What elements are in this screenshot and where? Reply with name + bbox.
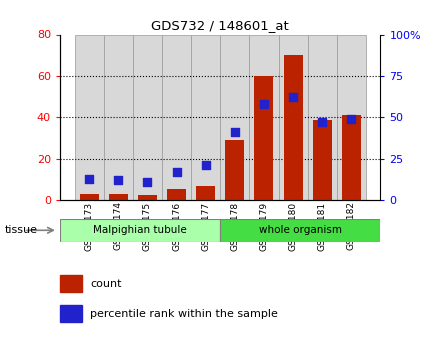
Bar bbox=[191, 34, 220, 200]
Bar bbox=[249, 34, 279, 200]
Text: tissue: tissue bbox=[4, 225, 37, 235]
Bar bbox=[138, 195, 157, 200]
Text: count: count bbox=[90, 279, 121, 288]
Point bbox=[348, 116, 355, 122]
Text: percentile rank within the sample: percentile rank within the sample bbox=[90, 309, 278, 319]
Title: GDS732 / 148601_at: GDS732 / 148601_at bbox=[151, 19, 289, 32]
Bar bbox=[75, 34, 104, 200]
Text: whole organism: whole organism bbox=[259, 225, 342, 235]
Bar bbox=[60, 305, 82, 322]
Text: Malpighian tubule: Malpighian tubule bbox=[93, 225, 187, 235]
Point bbox=[144, 179, 151, 185]
Point bbox=[173, 169, 180, 175]
Bar bbox=[225, 140, 244, 200]
Bar bbox=[279, 34, 307, 200]
Bar bbox=[283, 55, 303, 200]
Point bbox=[260, 101, 267, 107]
Bar bbox=[162, 34, 191, 200]
Bar bbox=[313, 120, 332, 200]
Point bbox=[319, 119, 326, 125]
Bar bbox=[337, 34, 366, 200]
Bar bbox=[167, 189, 186, 200]
Bar bbox=[255, 76, 273, 200]
Bar bbox=[307, 34, 337, 200]
Point bbox=[85, 176, 93, 181]
Point bbox=[115, 177, 122, 183]
Point bbox=[231, 129, 239, 135]
Bar bbox=[220, 219, 380, 242]
Point bbox=[202, 162, 209, 168]
Bar bbox=[104, 34, 133, 200]
Bar bbox=[342, 115, 361, 200]
Bar bbox=[196, 186, 215, 200]
Point bbox=[290, 95, 297, 100]
Bar bbox=[220, 34, 249, 200]
Bar bbox=[133, 34, 162, 200]
Bar bbox=[109, 194, 128, 200]
Bar bbox=[60, 275, 82, 292]
Bar bbox=[80, 194, 99, 200]
Bar bbox=[60, 219, 220, 242]
